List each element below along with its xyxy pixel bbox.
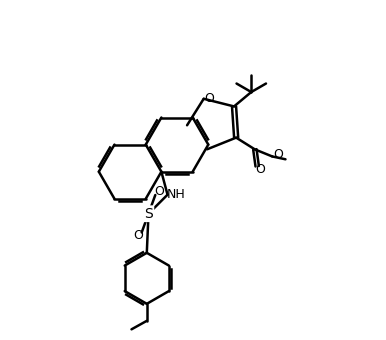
Text: O: O (273, 148, 283, 161)
Text: S: S (144, 207, 153, 221)
Text: O: O (133, 229, 143, 242)
Text: O: O (256, 163, 266, 176)
Text: O: O (204, 92, 214, 105)
Text: NH: NH (167, 188, 185, 201)
Text: O: O (154, 185, 164, 198)
